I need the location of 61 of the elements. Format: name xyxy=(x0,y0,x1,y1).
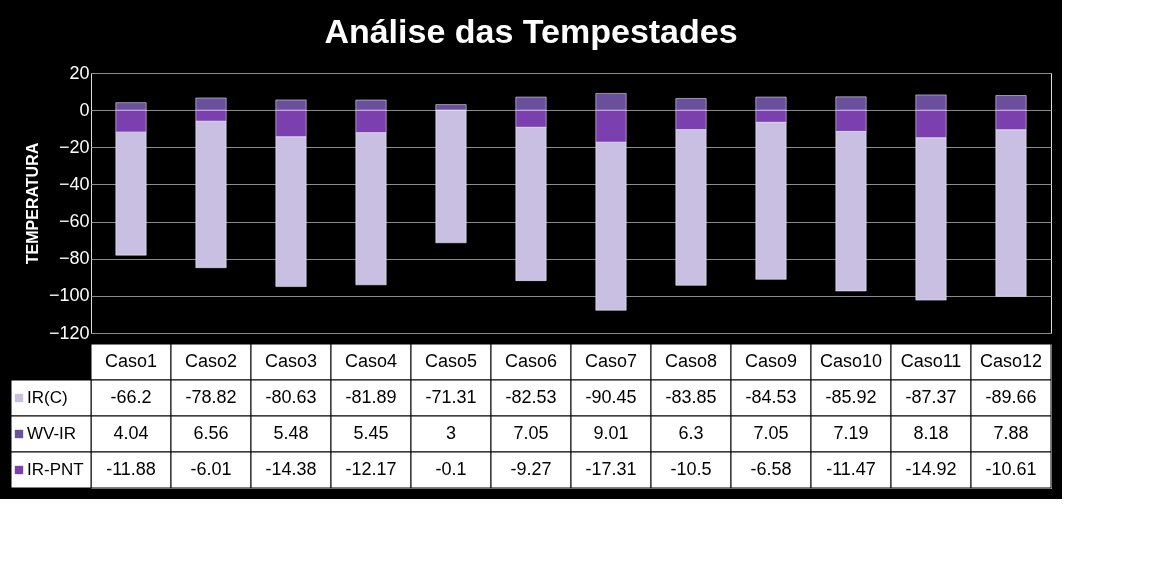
data-label: -10.61 xyxy=(985,459,1037,479)
data-label: 5.45 xyxy=(353,423,389,443)
data-label: 4.04 xyxy=(113,423,149,443)
data-label: -87.37 xyxy=(905,387,957,407)
x-tick-label: Caso6 xyxy=(504,351,558,371)
data-label: -78.82 xyxy=(185,387,237,407)
y-tick-label: −40 xyxy=(58,173,90,194)
x-tick-label: Caso4 xyxy=(344,351,398,371)
x-tick-label: Caso12 xyxy=(979,351,1043,371)
data-label: -81.89 xyxy=(345,387,397,407)
data-label: 5.48 xyxy=(273,423,309,443)
y-tick-label: 0 xyxy=(79,99,90,120)
data-label: 8.18 xyxy=(913,423,949,443)
data-label: 7.19 xyxy=(833,423,869,443)
data-label: -14.38 xyxy=(265,459,317,479)
x-tick-label: Caso7 xyxy=(584,351,638,371)
data-label: 7.05 xyxy=(513,423,549,443)
x-tick-label: Caso2 xyxy=(184,351,238,371)
data-label: 7.88 xyxy=(993,423,1029,443)
data-label: -66.2 xyxy=(110,387,152,407)
x-tick-label: Caso9 xyxy=(744,351,798,371)
data-label: -71.31 xyxy=(425,387,477,407)
data-label: 6.56 xyxy=(193,423,229,443)
data-label: -6.58 xyxy=(750,459,792,479)
data-label: -83.85 xyxy=(665,387,717,407)
y-tick-label: −100 xyxy=(48,285,90,306)
x-tick-label: Caso5 xyxy=(424,351,478,371)
data-label: -85.92 xyxy=(825,387,877,407)
data-label: -82.53 xyxy=(505,387,557,407)
data-label: -9.27 xyxy=(510,459,552,479)
y-axis-title: TEMPERATURA xyxy=(23,142,41,265)
legend-label: IR-PNT xyxy=(27,460,84,479)
data-label: -89.66 xyxy=(985,387,1037,407)
data-label: -11.88 xyxy=(106,459,156,479)
y-tick-label: −80 xyxy=(58,248,90,269)
x-tick-label: Caso11 xyxy=(900,351,962,371)
data-label: -14.92 xyxy=(905,459,957,479)
x-tick-label: Caso8 xyxy=(664,351,718,371)
x-tick-label: Caso1 xyxy=(104,351,158,371)
data-label: 9.01 xyxy=(593,423,629,443)
data-label: -90.45 xyxy=(585,387,637,407)
data-label: -17.31 xyxy=(585,459,637,479)
chart-title: Análise das Tempestades xyxy=(324,11,738,50)
data-label: -11.47 xyxy=(826,459,876,479)
data-label: 6.3 xyxy=(678,423,704,443)
legend-label: WV-IR xyxy=(27,424,77,443)
data-label: 3 xyxy=(445,423,457,443)
data-label: -80.63 xyxy=(265,387,317,407)
y-tick-label: 20 xyxy=(69,62,90,83)
data-label: 7.05 xyxy=(753,423,789,443)
data-label: -84.53 xyxy=(745,387,797,407)
y-tick-label: −120 xyxy=(48,322,90,343)
data-label: -0.1 xyxy=(435,459,467,479)
legend-label: IR(C) xyxy=(27,388,68,407)
y-tick-label: −20 xyxy=(58,136,90,157)
data-label: -10.5 xyxy=(670,459,712,479)
data-label: -6.01 xyxy=(190,459,232,479)
x-tick-label: Caso10 xyxy=(819,351,883,371)
x-tick-label: Caso3 xyxy=(264,351,318,371)
y-tick-label: −60 xyxy=(58,211,90,232)
data-label: -12.17 xyxy=(345,459,397,479)
